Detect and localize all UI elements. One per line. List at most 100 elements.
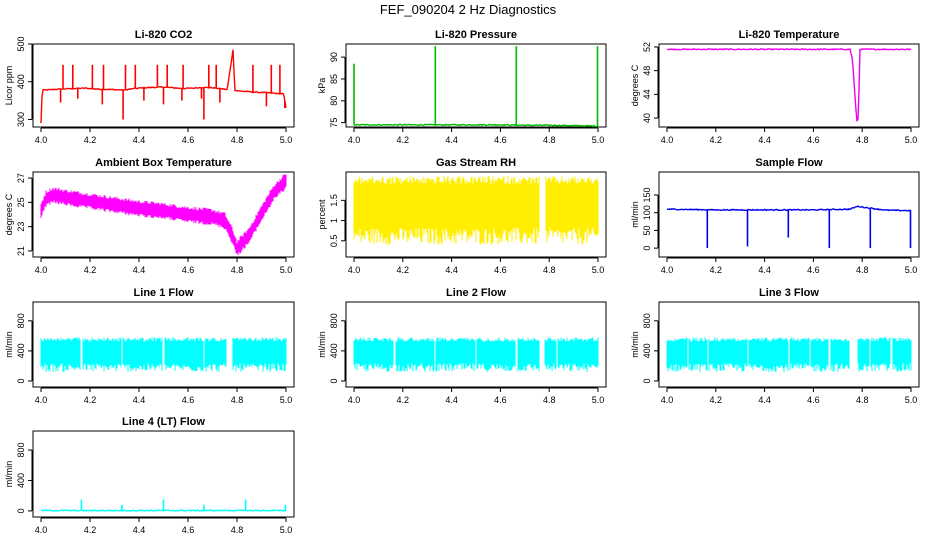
y-tick-label: 48 [642, 66, 652, 76]
y-axis-label: Licor ppm [4, 66, 14, 106]
x-axis: 4.0 4.2 4.4 4.6 4.8 5.0 [35, 127, 292, 145]
y-tick-label: 300 [16, 112, 26, 127]
y-tick-label: 80 [329, 96, 339, 106]
x-tick-label: 4.4 [445, 135, 458, 145]
panel-7: Line 1 Flow 4.0 4.2 4.4 4.6 4.8 5.0 0 400 800ml/m… [4, 287, 295, 405]
x-tick-label: 4.8 [231, 525, 244, 535]
panel-6: Sample Flow 4.0 4.2 4.4 4.6 4.8 5.0 0 50 100 150ml… [630, 157, 920, 275]
x-tick-label: 4.0 [35, 265, 48, 275]
x-tick-label: 4.0 [661, 135, 674, 145]
x-tick-label: 4.6 [494, 135, 507, 145]
y-tick-label: 500 [16, 36, 26, 51]
x-tick-label: 4.0 [348, 135, 361, 145]
x-tick-label: 4.4 [133, 395, 146, 405]
data-band [353, 176, 599, 245]
x-tick-label: 4.4 [133, 525, 146, 535]
x-tick-label: 4.4 [133, 135, 146, 145]
x-tick-label: 4.2 [397, 135, 410, 145]
x-tick-label: 4.6 [807, 395, 820, 405]
figure-title: FEF_090204 2 Hz Diagnostics [380, 2, 557, 17]
y-tick-label: 44 [642, 89, 652, 99]
y-tick-label: 21 [16, 246, 26, 256]
x-axis: 4.0 4.2 4.4 4.6 4.8 5.0 [661, 387, 917, 405]
panel-1: Li-820 CO2 4.0 4.2 4.4 4.6 4.8 5.0 300 400 500 Lic… [4, 29, 295, 145]
y-axis-label: ml/min [317, 331, 327, 358]
panel-9: Line 3 Flow 4.0 4.2 4.4 4.6 4.8 5.0 0 400 800ml/m… [630, 287, 920, 405]
y-tick-label: 0 [16, 378, 26, 383]
y-axis: 0.5 1 1.5 [329, 194, 346, 247]
x-tick-label: 4.2 [710, 395, 723, 405]
data-line [353, 123, 598, 128]
data-marks [40, 337, 287, 372]
data-line [40, 49, 287, 124]
plot-frame [345, 171, 607, 258]
panel-4: Ambient Box Temperature 4.0 4.2 4.4 4.6 4.8 5.… [4, 157, 295, 275]
x-tick-label: 4.2 [710, 265, 723, 275]
y-axis: 300 400 500 [16, 36, 33, 127]
x-tick-label: 4.2 [84, 135, 97, 145]
y-tick-label: 800 [16, 313, 26, 328]
y-tick-label: 100 [642, 205, 652, 220]
x-tick-label: 4.0 [661, 265, 674, 275]
data-marks [353, 46, 599, 128]
y-axis: 0 400 800 [329, 313, 346, 383]
x-tick-label: 4.4 [445, 395, 458, 405]
panel-2: Li-820 Pressure 4.0 4.2 4.4 4.6 4.8 5.0 75 80 85 9… [317, 29, 607, 145]
data-band [40, 337, 287, 372]
x-tick-label: 4.4 [758, 395, 771, 405]
y-axis-label: kPa [317, 78, 327, 94]
y-tick-label: 400 [16, 473, 26, 488]
x-tick-label: 4.8 [543, 395, 556, 405]
plot-frame [32, 430, 295, 518]
plot-frame [32, 301, 295, 388]
x-tick-label: 4.0 [35, 395, 48, 405]
x-tick-label: 4.2 [84, 395, 97, 405]
data-marks [353, 176, 599, 245]
plot-frame [658, 301, 920, 388]
y-tick-label: 800 [16, 443, 26, 458]
x-tick-label: 4.6 [494, 265, 507, 275]
x-axis: 4.0 4.2 4.4 4.6 4.8 5.0 [661, 127, 917, 145]
x-tick-label: 4.6 [494, 395, 507, 405]
y-tick-label: 0 [16, 508, 26, 513]
x-tick-label: 4.8 [543, 135, 556, 145]
x-tick-label: 4.4 [133, 265, 146, 275]
y-axis: 0 400 800 [16, 443, 33, 513]
data-band [40, 174, 287, 256]
y-tick-label: 0 [642, 246, 652, 251]
y-tick-label: 40 [642, 113, 652, 123]
x-tick-label: 5.0 [592, 395, 605, 405]
x-axis: 4.0 4.2 4.4 4.6 4.8 5.0 [661, 257, 917, 275]
chart-title: Li-820 Pressure [435, 29, 517, 41]
y-axis-label: degrees C [4, 193, 14, 235]
x-tick-label: 4.0 [35, 525, 48, 535]
x-tick-label: 4.2 [710, 135, 723, 145]
y-tick-label: 800 [329, 313, 339, 328]
y-tick-label: 400 [642, 343, 652, 358]
chart-title: Line 4 (LT) Flow [122, 416, 205, 428]
x-tick-label: 5.0 [280, 525, 293, 535]
y-tick-label: 0 [329, 378, 339, 383]
panel-5: Gas Stream RH 4.0 4.2 4.4 4.6 4.8 5.0 0.5 1 1.5pe… [317, 157, 607, 275]
x-tick-label: 4.8 [543, 265, 556, 275]
y-tick-label: 52 [642, 42, 652, 52]
panel-8: Line 2 Flow 4.0 4.2 4.4 4.6 4.8 5.0 0 400 800ml/m… [317, 287, 607, 405]
y-tick-label: 400 [16, 343, 26, 358]
chart-title: Li-820 Temperature [739, 29, 840, 41]
x-axis: 4.0 4.2 4.4 4.6 4.8 5.0 [348, 387, 605, 405]
y-axis-label: ml/min [630, 331, 640, 358]
x-tick-label: 4.6 [182, 395, 195, 405]
data-marks [666, 337, 912, 372]
x-tick-label: 4.4 [445, 265, 458, 275]
y-axis-label: ml/min [4, 461, 14, 488]
plot-frame [658, 171, 920, 258]
x-tick-label: 4.8 [856, 135, 869, 145]
x-tick-label: 4.6 [182, 265, 195, 275]
chart-title: Li-820 CO2 [135, 29, 192, 41]
data-marks [40, 499, 287, 512]
panel-3: Li-820 Temperature 4.0 4.2 4.4 4.6 4.8 5.0 40 44… [630, 29, 920, 145]
x-tick-label: 4.8 [856, 265, 869, 275]
x-tick-label: 4.8 [231, 135, 244, 145]
x-tick-label: 4.6 [182, 135, 195, 145]
